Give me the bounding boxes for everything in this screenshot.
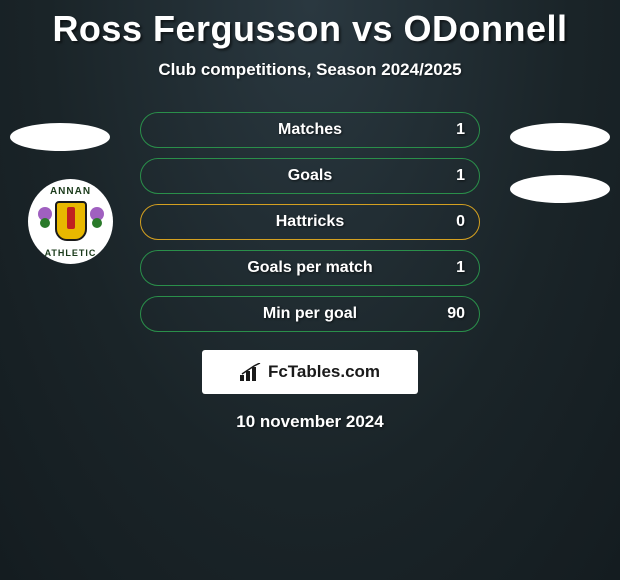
stat-row-mpg: Min per goal 90 [140, 296, 480, 332]
comparison-subtitle: Club competitions, Season 2024/2025 [0, 60, 620, 80]
thistle-right-icon [90, 207, 104, 221]
stat-row-hattricks: Hattricks 0 [140, 204, 480, 240]
stat-value: 1 [456, 167, 465, 185]
date-text: 10 november 2024 [0, 412, 620, 432]
player-right-avatar-placeholder-1 [510, 123, 610, 151]
stat-label: Matches [141, 121, 479, 139]
player-left-avatar-placeholder [10, 123, 110, 151]
stat-label: Min per goal [141, 305, 479, 323]
badge-text-top: ANNAN [36, 186, 106, 197]
stat-value: 90 [447, 305, 465, 323]
stat-label: Hattricks [141, 213, 479, 231]
stat-value: 1 [456, 259, 465, 277]
comparison-title: Ross Fergusson vs ODonnell [0, 8, 620, 50]
stat-row-goals: Goals 1 [140, 158, 480, 194]
club-badge: ANNAN ATHLETIC [28, 179, 113, 264]
shield-icon [55, 201, 87, 241]
stat-label: Goals per match [141, 259, 479, 277]
stat-value: 0 [456, 213, 465, 231]
attribution-text: FcTables.com [268, 362, 380, 382]
stat-row-gpm: Goals per match 1 [140, 250, 480, 286]
thistle-left-icon [38, 207, 52, 221]
stat-value: 1 [456, 121, 465, 139]
stat-label: Goals [141, 167, 479, 185]
stat-row-matches: Matches 1 [140, 112, 480, 148]
stats-container: Matches 1 Goals 1 Hattricks 0 Goals per … [140, 112, 480, 332]
badge-text-bottom: ATHLETIC [36, 248, 106, 258]
bar-chart-icon [240, 363, 262, 381]
player-right-avatar-placeholder-2 [510, 175, 610, 203]
attribution-box: FcTables.com [202, 350, 418, 394]
